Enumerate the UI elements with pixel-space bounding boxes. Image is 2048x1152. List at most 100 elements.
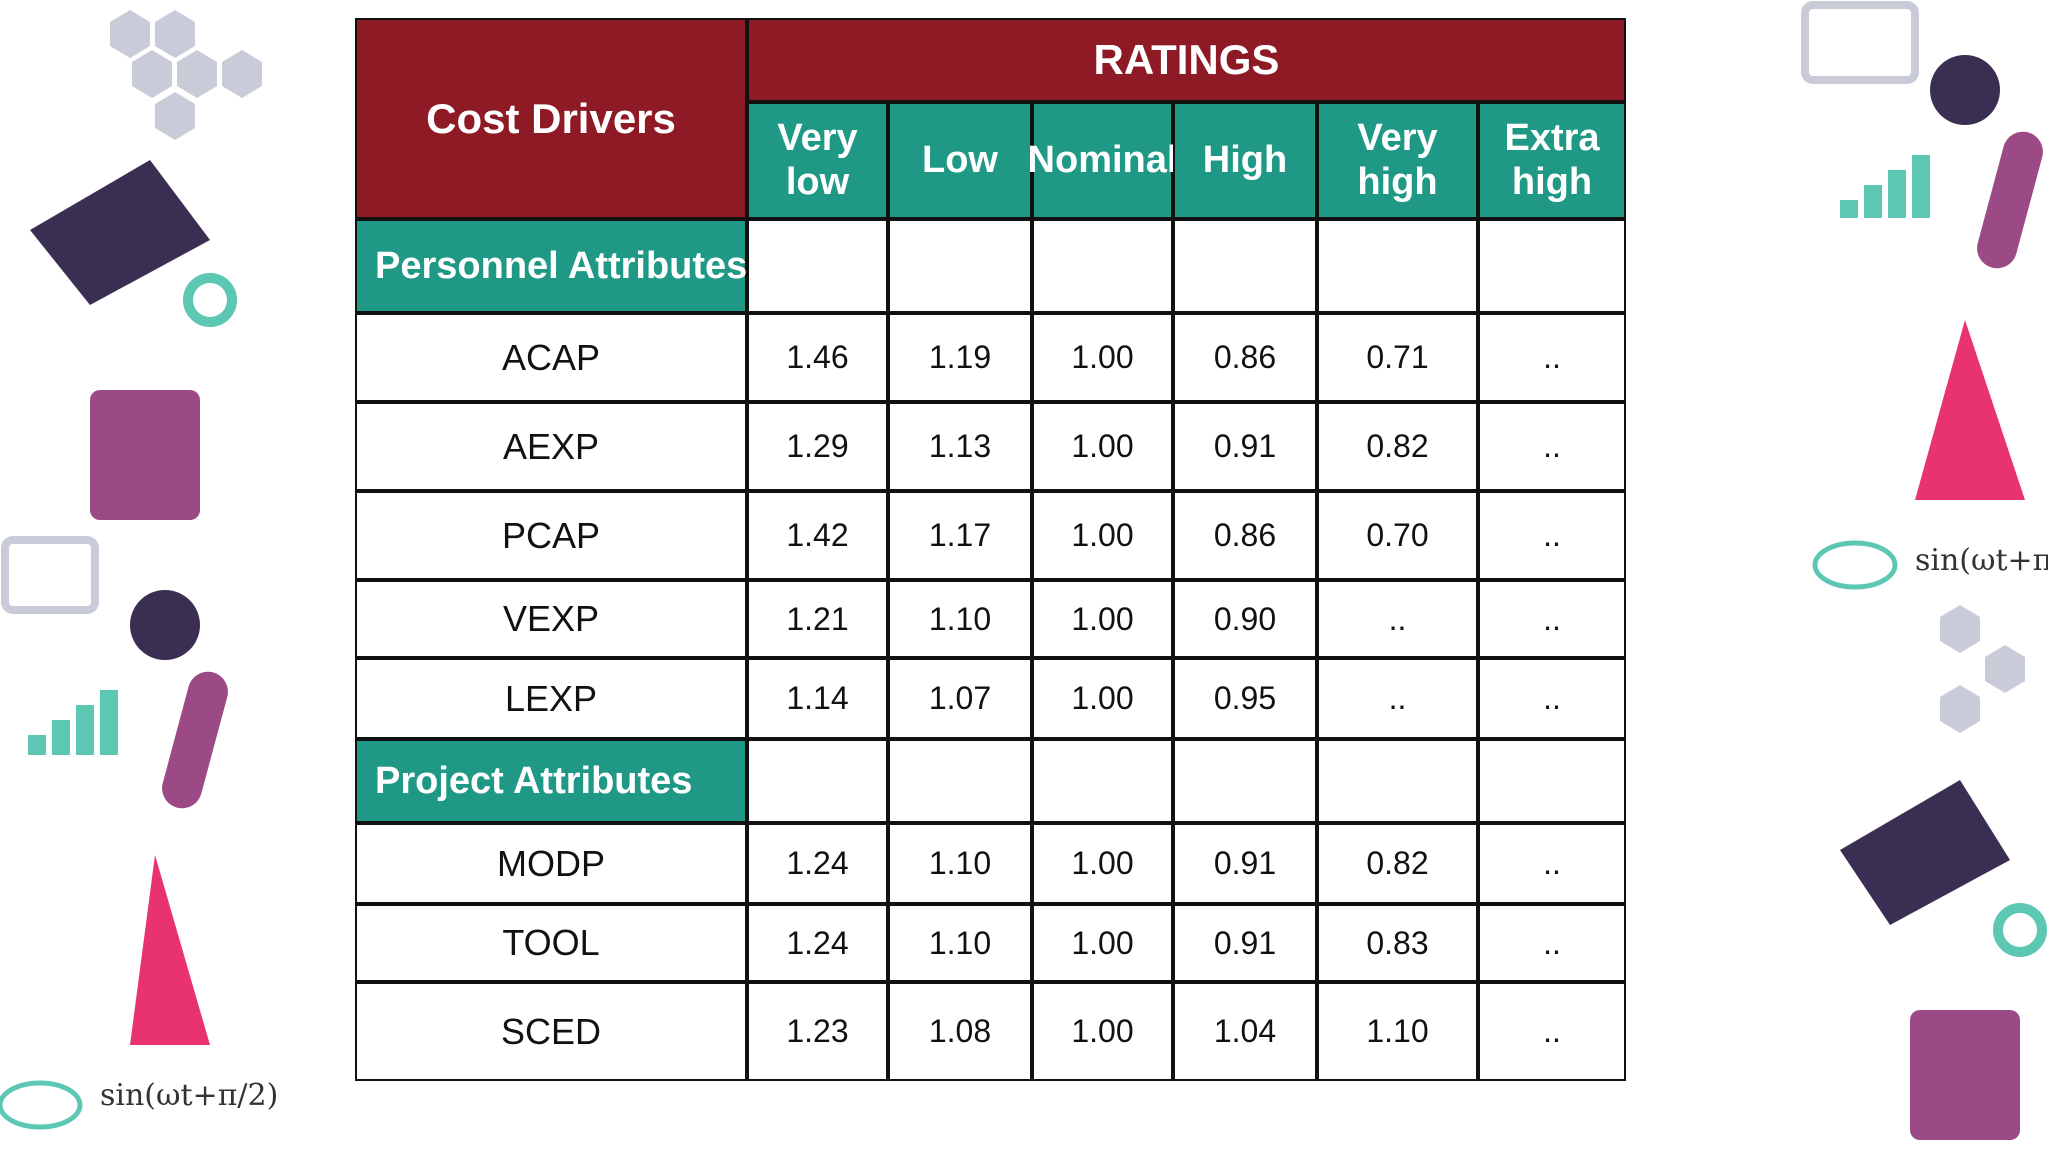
rating-value-text: 0.91 xyxy=(1213,924,1277,961)
rating-value-text: .. xyxy=(1543,680,1561,716)
rating-value: 1.10 xyxy=(888,580,1032,658)
rating-value: .. xyxy=(1317,580,1478,658)
rating-value: 1.21 xyxy=(747,580,888,658)
rating-value-text: 1.13 xyxy=(928,428,992,464)
rating-value: 1.10 xyxy=(1317,982,1478,1081)
rating-value: 1.24 xyxy=(747,904,888,982)
rating-value: 1.00 xyxy=(1032,313,1173,402)
ratings-header-text: RATINGS xyxy=(1093,36,1280,83)
rating-value: 0.91 xyxy=(1173,402,1317,491)
rating-value-text: 0.95 xyxy=(1213,680,1277,716)
empty-cell xyxy=(1317,219,1478,313)
rating-value-text: 0.90 xyxy=(1213,600,1277,637)
rating-value-text: 1.23 xyxy=(786,1013,849,1049)
rating-value-text: 1.19 xyxy=(928,339,992,375)
rating-value: 1.29 xyxy=(747,402,888,491)
rating-value: .. xyxy=(1478,658,1626,739)
driver-name-text: VEXP xyxy=(502,598,600,639)
rating-value-text: 0.82 xyxy=(1366,428,1429,464)
rating-value: .. xyxy=(1478,491,1626,580)
rating-value: 1.08 xyxy=(888,982,1032,1081)
rating-value: .. xyxy=(1478,823,1626,904)
driver-name: PCAP xyxy=(355,491,747,580)
microscope xyxy=(90,390,200,520)
driver-name-text: TOOL xyxy=(502,922,600,963)
rating-value: 1.04 xyxy=(1173,982,1317,1081)
book xyxy=(1840,780,2010,925)
column-header: Very high xyxy=(1317,102,1478,219)
empty-cell xyxy=(1173,219,1317,313)
rating-value: 0.91 xyxy=(1173,823,1317,904)
driver-name: LEXP xyxy=(355,658,747,739)
rating-value-text: .. xyxy=(1388,600,1407,637)
rating-value-text: .. xyxy=(1543,428,1561,464)
driver-name-text: SCED xyxy=(500,1010,602,1052)
rating-value: .. xyxy=(1478,402,1626,491)
rating-value-text: 1.08 xyxy=(928,1013,992,1049)
formula: sin(ωt+π/2) xyxy=(100,1078,278,1113)
monitor xyxy=(1,536,99,614)
driver-name-text: MODP xyxy=(497,842,605,884)
cone xyxy=(1915,320,2025,500)
driver-name-text: LEXP xyxy=(504,677,598,719)
rating-value-text: 0.70 xyxy=(1366,517,1429,553)
section-title-text: Project Attributes xyxy=(375,759,693,802)
rating-value: 0.91 xyxy=(1173,904,1317,982)
rating-value: .. xyxy=(1478,904,1626,982)
empty-cell xyxy=(1478,219,1626,313)
rating-value-text: 0.83 xyxy=(1366,924,1429,961)
ratings-header: RATINGS xyxy=(747,18,1626,102)
empty-cell xyxy=(1317,739,1478,823)
female-symbol xyxy=(183,273,237,327)
cone xyxy=(130,855,210,1045)
rating-value: 1.17 xyxy=(888,491,1032,580)
rating-value-text: 1.00 xyxy=(1071,924,1134,961)
empty-cell xyxy=(1032,739,1173,823)
rating-value: 1.42 xyxy=(747,491,888,580)
column-header-text: Nominal xyxy=(1027,138,1178,181)
rating-value: 0.95 xyxy=(1173,658,1317,739)
rating-value: 0.82 xyxy=(1317,402,1478,491)
rating-value-text: .. xyxy=(1543,339,1561,375)
rating-value-text: 1.00 xyxy=(1071,680,1134,716)
rating-value-text: 1.42 xyxy=(786,517,849,553)
rating-value-text: .. xyxy=(1543,845,1561,881)
rating-value: 1.24 xyxy=(747,823,888,904)
rating-value: 1.10 xyxy=(888,823,1032,904)
corner-header-text: Cost Drivers xyxy=(426,94,676,142)
rating-value: 0.90 xyxy=(1173,580,1317,658)
column-header: Low xyxy=(888,102,1032,219)
rating-value-text: 1.24 xyxy=(786,924,849,961)
rating-value: 0.86 xyxy=(1173,313,1317,402)
rating-value-text: .. xyxy=(1543,924,1561,961)
microscope xyxy=(1910,1010,2020,1140)
rating-value: 1.23 xyxy=(747,982,888,1081)
driver-name-text: PCAP xyxy=(501,514,601,556)
rating-value: 1.07 xyxy=(888,658,1032,739)
atom xyxy=(0,1080,83,1130)
rating-value-text: .. xyxy=(1543,600,1561,637)
driver-name: TOOL xyxy=(355,904,747,982)
rating-value-text: 1.00 xyxy=(1071,1013,1134,1049)
rating-value-text: 1.10 xyxy=(1366,1013,1429,1049)
driver-name-text: ACAP xyxy=(501,336,601,378)
formula: sin(ωt+π/2) xyxy=(1915,543,2048,578)
driver-name: VEXP xyxy=(355,580,747,658)
rating-value: 1.13 xyxy=(888,402,1032,491)
rating-value-text: 1.17 xyxy=(928,517,992,553)
driver-name-text: AEXP xyxy=(502,425,600,467)
rating-value: .. xyxy=(1317,658,1478,739)
column-header: Very low xyxy=(747,102,888,219)
rating-value-text: 1.04 xyxy=(1213,1013,1277,1049)
rating-value-text: 1.24 xyxy=(786,845,849,881)
empty-cell xyxy=(888,739,1032,823)
atom xyxy=(1812,540,1898,590)
test-tube xyxy=(162,671,228,809)
rating-value: 1.14 xyxy=(747,658,888,739)
flask xyxy=(130,590,200,660)
rating-value: 1.00 xyxy=(1032,904,1173,982)
column-header-text: Very high xyxy=(1357,116,1438,203)
